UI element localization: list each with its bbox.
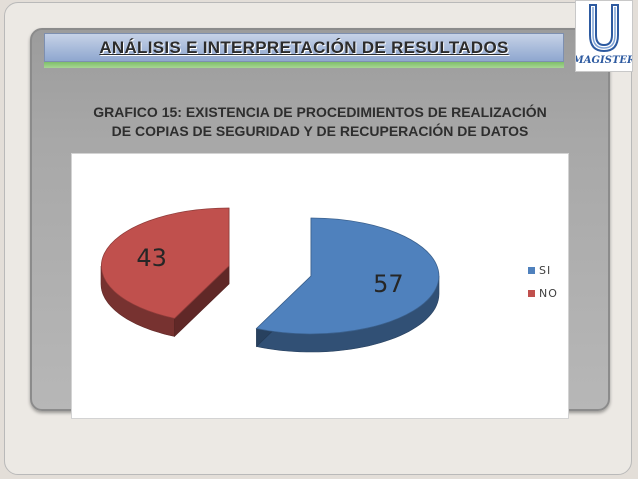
chart-caption-line-1: GRAFICO 15: EXISTENCIA DE PROCEDIMIENTOS… [93, 104, 547, 120]
header-bar: ANÁLISIS E INTERPRETACIÓN DE RESULTADOS [44, 33, 564, 62]
university-u-logo-icon: MAGISTER [572, 4, 635, 66]
header-accent-strip [44, 62, 564, 68]
logo: MAGISTER [572, 0, 635, 72]
svg-text:MAGISTER: MAGISTER [576, 55, 632, 66]
chart-caption-line-2: DE COPIAS DE SEGURIDAD Y DE RECUPERACIÓN… [111, 123, 529, 139]
legend-swatch-no [528, 290, 535, 297]
pie-slice-no [101, 207, 230, 319]
pie-slice-si [255, 217, 440, 335]
chart-caption: GRAFICO 15: EXISTENCIA DE PROCEDIMIENTOS… [50, 103, 590, 141]
legend-label-no: NO [539, 287, 558, 300]
pie-chart-svg: 57 43 SI NO [100, 207, 558, 353]
pie-chart: 57 43 SI NO [71, 153, 569, 419]
page-title: ANÁLISIS E INTERPRETACIÓN DE RESULTADOS [99, 37, 509, 57]
legend-swatch-si [528, 267, 535, 274]
data-label-no: 43 [136, 244, 167, 272]
data-label-si: 57 [373, 270, 404, 298]
legend-label-si: SI [539, 264, 551, 277]
